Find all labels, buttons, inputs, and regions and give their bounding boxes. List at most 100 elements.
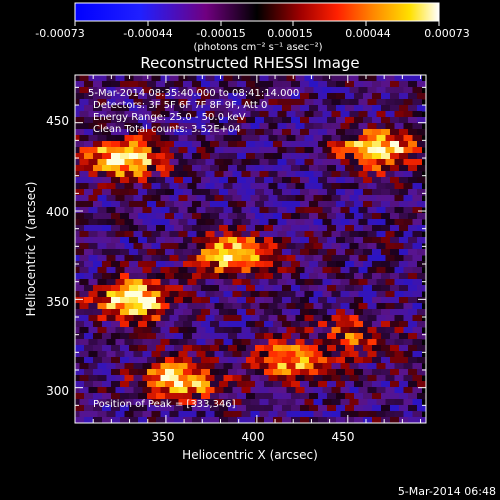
heatmap-cell (358, 291, 368, 298)
heatmap-cell (147, 81, 157, 88)
heatmap-cell (417, 213, 426, 220)
heatmap-cell (183, 201, 193, 208)
heatmap-cell (291, 141, 301, 148)
heatmap-cell (304, 291, 314, 298)
heatmap-cell (151, 279, 161, 286)
heatmap-cell (403, 411, 413, 418)
heatmap-cell (376, 363, 386, 370)
heatmap-cell (394, 327, 404, 334)
heatmap-cell (259, 327, 269, 334)
heatmap-cell (403, 267, 413, 274)
heatmap-cell (264, 177, 274, 184)
heatmap-cell (219, 165, 229, 172)
heatmap-cell (120, 105, 130, 112)
heatmap-cell (241, 315, 251, 322)
heatmap-cell (75, 249, 85, 256)
heatmap-cell (237, 201, 247, 208)
heatmap-cell (192, 297, 202, 304)
heatmap-cell (102, 345, 112, 352)
heatmap-cell (75, 141, 85, 148)
heatmap-cell (394, 303, 404, 310)
heatmap-cell (286, 183, 296, 190)
heatmap-cell (322, 303, 332, 310)
heatmap-cell (232, 123, 242, 130)
heatmap-cell (138, 261, 148, 268)
colorbar-tick-label: 0.00015 (267, 27, 313, 40)
heatmap-cell (246, 405, 256, 412)
heatmap-cell (115, 351, 125, 358)
heatmap-cell (201, 189, 211, 196)
heatmap-cell (133, 123, 143, 130)
heatmap-cell (88, 351, 98, 358)
heatmap-cell (273, 405, 283, 412)
heatmap-cell (138, 153, 148, 160)
heatmap-cell (417, 369, 426, 376)
heatmap-cell (286, 99, 296, 106)
heatmap-cell (237, 381, 247, 388)
heatmap-cell (403, 231, 413, 238)
heatmap-cell (187, 303, 197, 310)
heatmap-cell (115, 159, 125, 166)
heatmap-cell (399, 381, 409, 388)
heatmap-cell (106, 399, 116, 406)
heatmap-cell (165, 261, 175, 268)
y-tick-label: 300 (46, 384, 69, 398)
heatmap-cell (201, 405, 211, 412)
heatmap-cell (115, 375, 125, 382)
heatmap-cell (412, 387, 422, 394)
heatmap-cell (300, 357, 310, 364)
heatmap-cell (187, 87, 197, 94)
heatmap-cell (354, 345, 364, 352)
heatmap-cell (232, 267, 242, 274)
heatmap-cell (160, 219, 170, 226)
heatmap-cell (138, 321, 148, 328)
heatmap-cell (115, 87, 125, 94)
heatmap-cell (147, 297, 157, 304)
heatmap-cell (88, 195, 98, 202)
heatmap-cell (286, 123, 296, 130)
heatmap-cell (367, 159, 377, 166)
x-tick-label: 450 (332, 430, 355, 444)
heatmap-cell (241, 75, 251, 82)
heatmap-cell (408, 249, 418, 256)
heatmap-cell (282, 297, 292, 304)
heatmap-cell (264, 81, 274, 88)
heatmap-cell (151, 291, 161, 298)
heatmap-cell (313, 411, 323, 418)
heatmap-cell (129, 201, 139, 208)
heatmap-cell (304, 243, 314, 250)
heatmap-cell (111, 141, 121, 148)
heatmap-cell (273, 297, 283, 304)
heatmap-cell (336, 165, 346, 172)
heatmap-cell (403, 387, 413, 394)
heatmap-cell (169, 255, 179, 262)
heatmap-cell (291, 273, 301, 280)
heatmap-cell (291, 225, 301, 232)
heatmap-cell (183, 321, 193, 328)
heatmap-cell (394, 171, 404, 178)
heatmap-cell (349, 327, 359, 334)
heatmap-cell (219, 321, 229, 328)
heatmap-cell (129, 297, 139, 304)
heatmap-cell (313, 219, 323, 226)
heatmap-cell (120, 153, 130, 160)
heatmap-cell (151, 87, 161, 94)
heatmap-cell (304, 279, 314, 286)
heatmap-cell (151, 243, 161, 250)
heatmap-cell (183, 153, 193, 160)
heatmap-cell (277, 111, 287, 118)
heatmap-cell (138, 345, 148, 352)
heatmap-cell (345, 297, 355, 304)
heatmap-cell (277, 99, 287, 106)
heatmap-cell (327, 177, 337, 184)
heatmap-cell (142, 219, 152, 226)
heatmap-cell (111, 117, 121, 124)
heatmap-cell (331, 147, 341, 154)
heatmap-cell (178, 339, 188, 346)
heatmap-cell (111, 285, 121, 292)
heatmap-cell (295, 267, 305, 274)
heatmap-cell (295, 375, 305, 382)
heatmap-cell (237, 189, 247, 196)
heatmap-cell (300, 321, 310, 328)
heatmap-cell (106, 363, 116, 370)
